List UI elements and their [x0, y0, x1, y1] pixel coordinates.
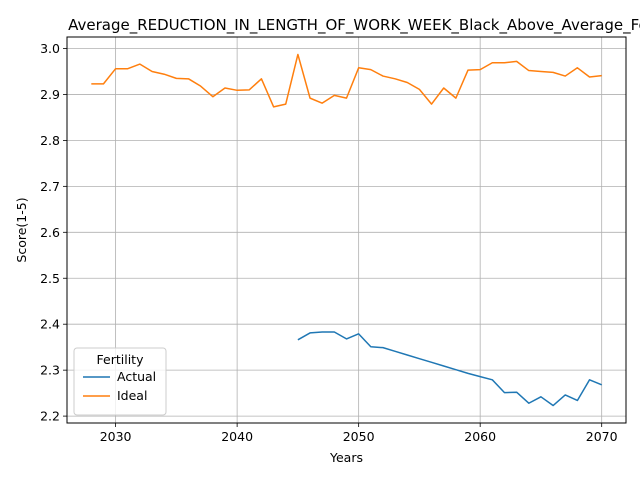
y-axis: 2.2 2.3 2.4 2.5 2.6 2.7 2.8 2.9 3.0 — [40, 41, 67, 424]
grid — [67, 37, 626, 423]
legend-label-ideal: Ideal — [117, 388, 147, 403]
legend-title: Fertility — [97, 352, 145, 367]
y-tick-label: 2.2 — [40, 409, 60, 424]
y-tick-label: 3.0 — [40, 41, 60, 56]
y-tick-label: 2.6 — [40, 225, 60, 240]
legend: Fertility Actual Ideal — [73, 347, 167, 416]
x-axis-label: Years — [329, 450, 363, 465]
y-tick-label: 2.3 — [40, 363, 60, 378]
y-tick-label: 2.5 — [40, 271, 60, 286]
x-tick-label: 2030 — [100, 429, 132, 444]
series-group — [91, 53, 602, 407]
series-line-ideal — [91, 53, 602, 108]
y-tick-label: 2.8 — [40, 133, 60, 148]
y-tick-label: 2.7 — [40, 179, 60, 194]
x-tick-label: 2050 — [343, 429, 375, 444]
y-tick-label: 2.4 — [40, 317, 60, 332]
x-tick-label: 2060 — [464, 429, 496, 444]
legend-label-actual: Actual — [117, 369, 156, 384]
legend-box — [73, 347, 167, 416]
y-axis-label: Score(1-5) — [14, 197, 29, 262]
x-tick-label: 2070 — [586, 429, 618, 444]
legend-entries: Actual Ideal — [83, 369, 156, 403]
series-line-actual — [297, 331, 602, 407]
y-tick-label: 2.9 — [40, 87, 60, 102]
plot-frame — [66, 36, 627, 424]
x-tick-label: 2040 — [221, 429, 253, 444]
x-axis: 2030 2040 2050 2060 2070 — [100, 423, 618, 444]
chart-title: Average_REDUCTION_IN_LENGTH_OF_WORK_WEEK… — [68, 16, 640, 35]
